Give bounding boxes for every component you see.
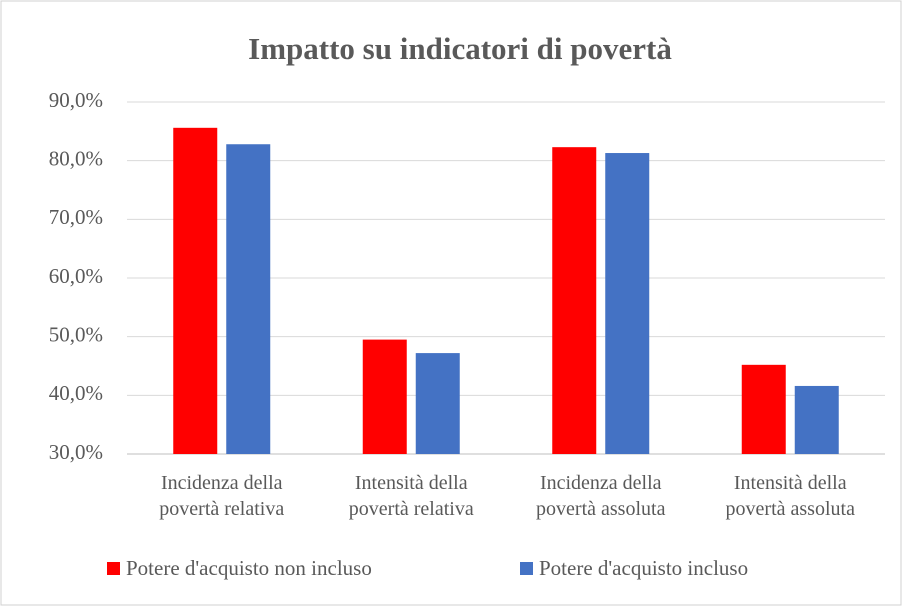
bar [741,364,786,454]
legend-item: Potere d'acquisto incluso [520,556,748,581]
y-tick-label: 40,0% [49,381,103,405]
y-tick-label: 60,0% [49,264,103,288]
y-tick-label: 70,0% [49,205,103,229]
x-tick-label: Incidenza della povertà relativa [159,472,285,520]
bar [362,339,407,454]
bar [415,353,460,454]
legend-swatch [107,562,120,575]
y-tick-label: 30,0% [49,440,103,464]
bar [226,144,271,455]
bar [605,153,650,455]
bar [173,127,218,455]
x-tick-label: Intensità della povertà assoluta [725,472,855,520]
bar [794,385,839,454]
x-tick-label: Intensità della povertà relativa [348,472,474,520]
bar [552,147,597,454]
chart-title: Impatto su indicatori di povertà [248,31,672,66]
y-tick-label: 80,0% [49,146,103,170]
legend-label: Potere d'acquisto incluso [539,556,749,580]
y-tick-label: 90,0% [49,88,103,112]
legend-item: Potere d'acquisto non incluso [107,556,372,581]
legend-swatch [520,562,533,575]
y-tick-label: 50,0% [49,322,103,346]
x-tick-label: Incidenza della povertà assoluta [536,472,666,520]
legend-label: Potere d'acquisto non incluso [126,556,372,580]
